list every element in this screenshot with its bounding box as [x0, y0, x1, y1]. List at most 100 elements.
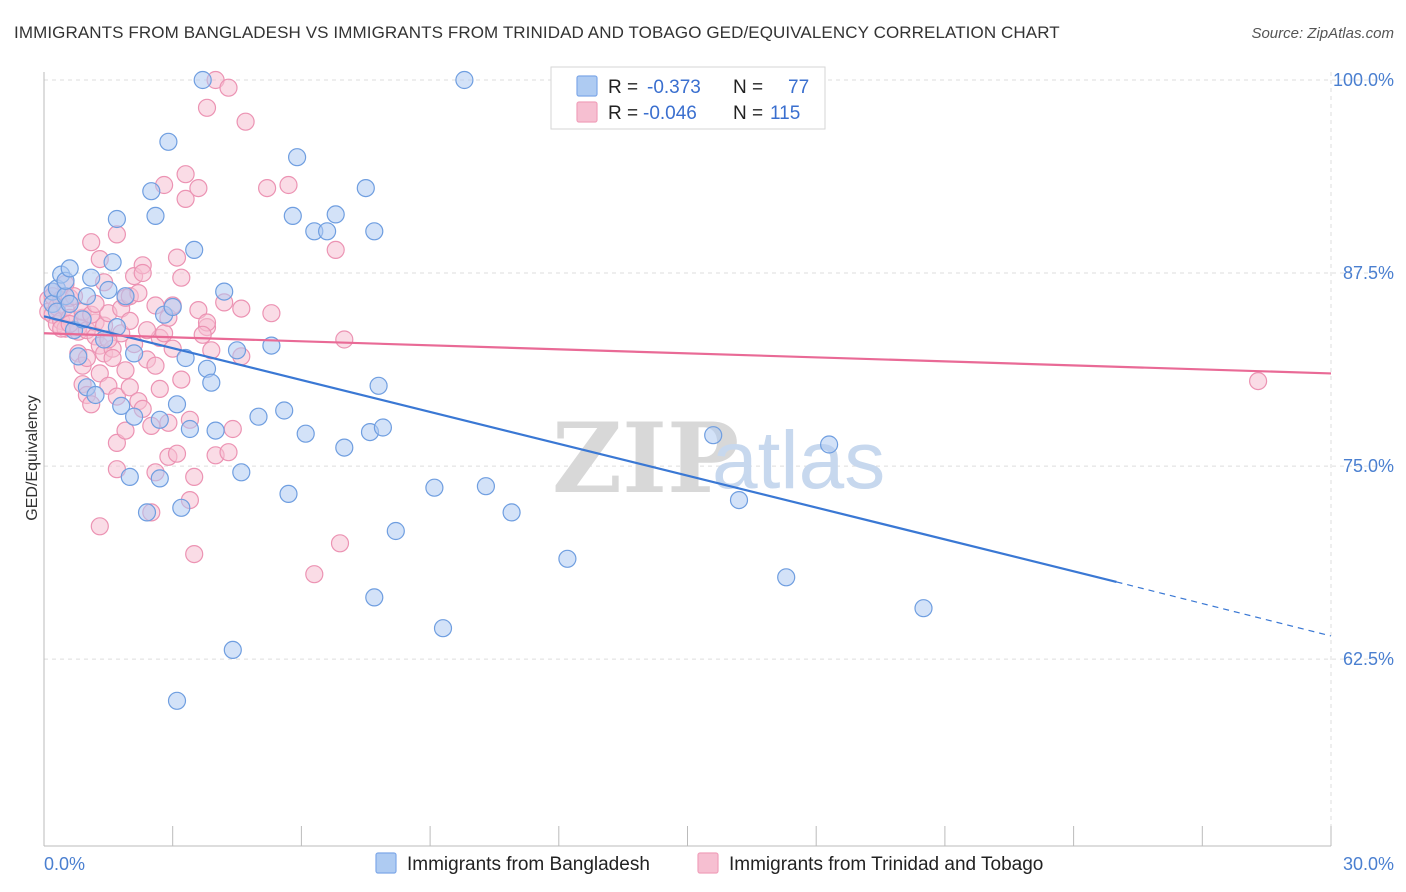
y-tick-label: 75.0%: [1343, 456, 1394, 476]
trinidad-point: [258, 179, 277, 198]
bangladesh-point: [193, 70, 212, 90]
bangladesh-point: [819, 435, 839, 454]
bangladesh-point: [112, 396, 131, 415]
legend-r-label-1: R =: [608, 77, 638, 98]
y-tick-label: 87.5%: [1343, 263, 1394, 283]
trinidad-point: [155, 324, 174, 343]
legend-r-label-2: R =: [608, 103, 638, 124]
trinidad-point: [1248, 372, 1268, 391]
trinidad-point: [90, 517, 109, 536]
trinidad-point: [189, 301, 208, 320]
series-bangladesh-points: [43, 70, 933, 710]
bangladesh-point: [232, 463, 251, 482]
legend-n-value-1: 77: [788, 77, 809, 98]
trinidad-point: [223, 419, 242, 439]
bangladesh-point: [125, 344, 144, 363]
bangladesh-point: [227, 341, 247, 360]
bangladesh-point: [185, 240, 204, 259]
bangladesh-point: [318, 222, 337, 241]
trinidad-point: [146, 356, 165, 375]
bangladesh-point: [159, 132, 178, 151]
bangladesh-point: [777, 568, 796, 587]
bangladesh-point: [60, 259, 79, 278]
trendline-bangladesh-extension: [1116, 581, 1332, 637]
bangladesh-point: [107, 209, 127, 229]
bangladesh-point: [73, 310, 92, 329]
bangladesh-point: [206, 421, 225, 440]
bangladesh-point: [86, 385, 105, 405]
legend-swatch-trinidad: [576, 101, 598, 123]
bangladesh-point: [279, 484, 298, 503]
trinidad-point: [172, 370, 191, 389]
trinidad-point: [305, 565, 324, 584]
trinidad-point: [176, 165, 195, 184]
bangladesh-point: [223, 640, 242, 660]
legend-n-label-1: N =: [733, 77, 763, 98]
bangladesh-point: [425, 478, 444, 497]
bangladesh-point: [275, 401, 294, 420]
bangladesh-point: [69, 347, 88, 366]
bottom-legend-swatch-trinidad: [697, 852, 719, 874]
legend-box: R = -0.373 N = 77 R = -0.046 N = 115: [550, 66, 826, 130]
trinidad-point: [107, 225, 127, 244]
bangladesh-point: [729, 491, 749, 510]
trendlines: [43, 315, 1332, 637]
bangladesh-point: [163, 297, 182, 317]
legend-r-value-2: -0.046: [643, 103, 697, 124]
bangladesh-point: [369, 376, 388, 395]
y-tick-labels: 100.0% 87.5% 75.0% 62.5%: [1333, 70, 1394, 669]
bangladesh-point: [914, 599, 933, 618]
trinidad-point: [262, 304, 281, 323]
trinidad-point: [172, 268, 191, 287]
bangladesh-point: [356, 179, 375, 198]
bangladesh-point: [296, 424, 315, 443]
bangladesh-point: [386, 521, 405, 541]
bottom-legend: Immigrants from Bangladesh Immigrants fr…: [375, 852, 1043, 875]
bangladesh-point: [365, 588, 384, 607]
trinidad-point: [193, 325, 212, 344]
bangladesh-point: [150, 410, 169, 429]
bangladesh-point: [215, 282, 234, 301]
bangladesh-point: [202, 373, 221, 392]
bangladesh-point: [99, 280, 118, 300]
bangladesh-point: [150, 469, 169, 488]
bangladesh-point: [60, 294, 79, 313]
trinidad-point: [103, 348, 122, 368]
trinidad-point: [335, 330, 354, 349]
trinidad-point: [197, 98, 217, 117]
watermark-zip: ZIP: [552, 402, 739, 515]
watermark-atlas: atlas: [712, 415, 885, 506]
bangladesh-point: [502, 503, 521, 522]
y-tick-label: 62.5%: [1343, 649, 1394, 669]
bangladesh-point: [326, 205, 345, 224]
trinidad-point: [279, 175, 298, 195]
bangladesh-point: [365, 222, 384, 241]
trinidad-point: [176, 189, 195, 208]
bangladesh-point: [103, 253, 122, 272]
bangladesh-point: [120, 467, 139, 486]
bangladesh-point: [116, 287, 135, 306]
bangladesh-point: [335, 438, 354, 457]
watermark: ZIP atlas: [552, 402, 885, 515]
bangladesh-point: [125, 407, 144, 426]
bangladesh-point: [172, 498, 191, 517]
trinidad-point: [185, 544, 204, 564]
trinidad-point: [185, 467, 204, 486]
bangladesh-point: [137, 503, 157, 522]
x-tick-label-min: 0.0%: [44, 854, 85, 874]
bangladesh-point: [82, 268, 101, 287]
trinidad-point: [137, 321, 157, 340]
legend-swatch-bangladesh: [576, 75, 598, 97]
bangladesh-point: [476, 477, 495, 496]
bangladesh-point: [288, 148, 307, 167]
trendline-bangladesh: [43, 315, 1117, 583]
trinidad-point: [236, 112, 255, 131]
bangladesh-point: [704, 426, 723, 445]
bangladesh-point: [373, 418, 392, 437]
trinidad-point: [90, 364, 109, 383]
bangladesh-point: [146, 206, 165, 225]
bangladesh-point: [433, 619, 453, 638]
legend-n-label-2: N =: [733, 103, 763, 124]
bangladesh-point: [455, 70, 474, 90]
x-tick-marks: [172, 826, 1332, 846]
